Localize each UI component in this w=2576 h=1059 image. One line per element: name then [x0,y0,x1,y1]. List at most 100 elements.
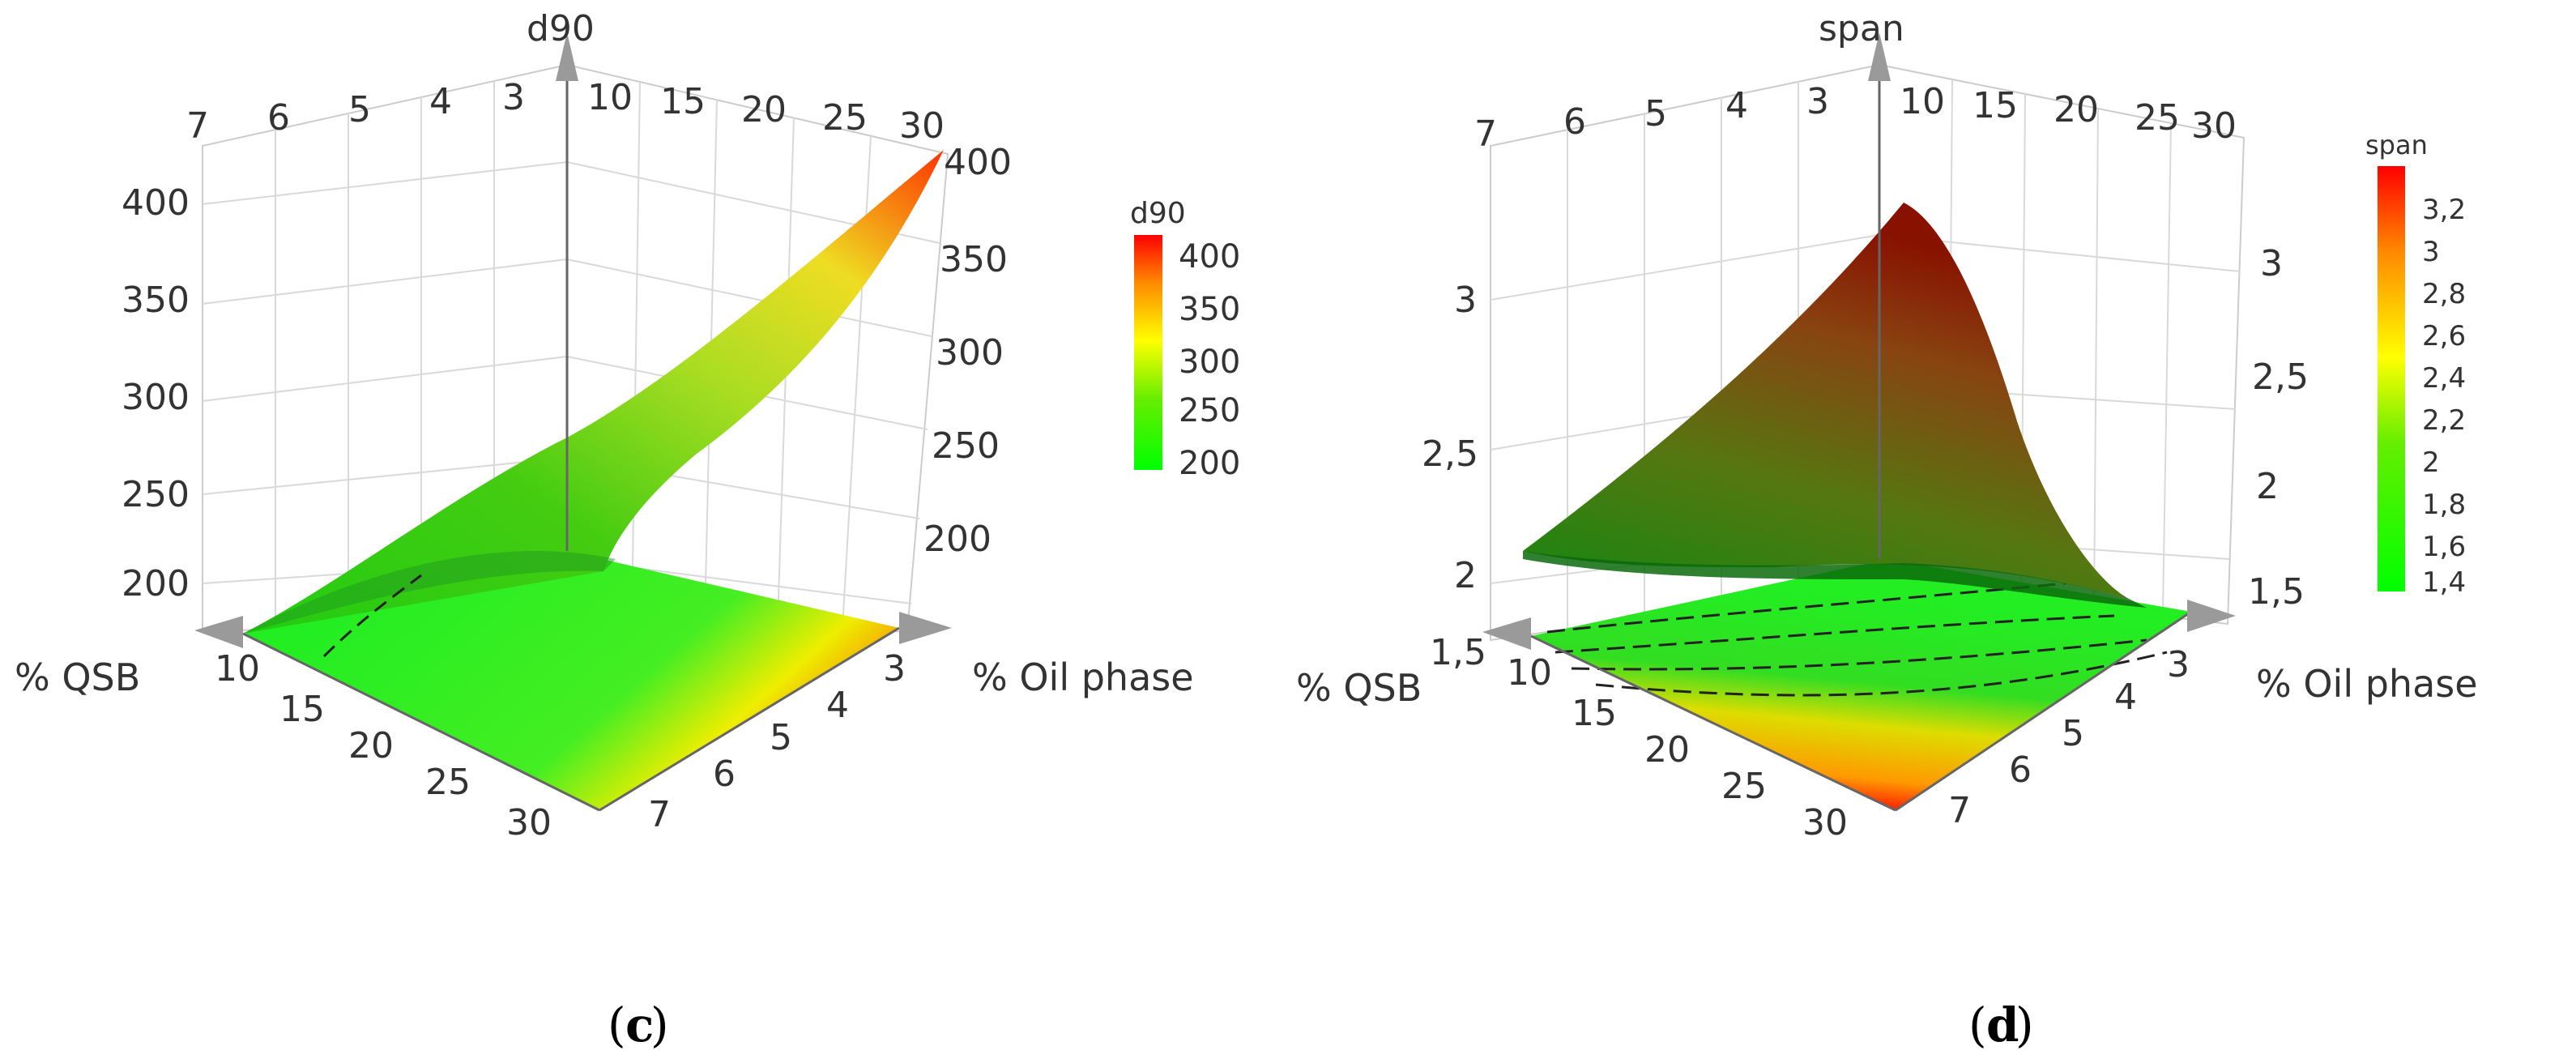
cone-arrow-icon [556,32,578,81]
caption-c: c [625,997,654,1053]
z-tick-right-d: 2 [2256,466,2279,507]
floor-projection-d [1531,559,2191,810]
z-tick-right-c: 300 [936,332,1004,374]
z-tick-left-c: 350 [122,280,190,321]
top-tick-right-c: 30 [899,105,945,147]
legend-tick-d: 1,6 [2422,531,2466,563]
axis-edges-d [1530,65,2192,812]
caption-d-open: ( [1968,997,1987,1053]
y-axis-label-d: % Oil phase [2256,662,2478,706]
y-tick-c: 7 [648,794,671,835]
surface-shadow-c [243,551,616,634]
top-tick-left-d: 4 [1725,85,1748,126]
y-tick-d: 6 [2009,749,2032,791]
z-tick-left-d: 2,5 [1422,433,1478,475]
y-tick-c: 5 [770,717,792,758]
legend-tick-c: 350 [1179,291,1240,328]
cone-arrow-icon [2187,600,2236,632]
top-tick-right-d: 25 [2135,97,2180,139]
x-tick-d: 15 [1572,693,1617,734]
caption-c-open: ( [608,997,626,1053]
z-axis-title-c: d90 [527,8,595,49]
x-axis-label-d: % QSB [1296,666,1422,710]
legend-title-d: span [2365,130,2428,160]
top-tick-left-c: 3 [502,77,525,118]
z-tick-right-d: 1,5 [2248,571,2305,613]
legend-colorbar-c [1134,235,1162,470]
legend-tick-c: 300 [1179,344,1240,381]
y-tick-c: 4 [826,685,849,726]
x-tick-d: 10 [1507,652,1552,694]
legend-colorbar-d [2378,166,2405,591]
axis-edges-c [242,65,900,812]
top-tick-right-d: 10 [1900,81,1945,122]
legend-c: d90 400 350 300 250 200 [1130,197,1240,482]
top-tick-right-c: 15 [660,81,706,122]
x-tick-c: 15 [279,689,325,730]
y-tick-d: 7 [1948,790,1971,831]
z-tick-left-d: 3 [1454,280,1477,321]
z-tick-left-d: 1,5 [1430,632,1486,673]
legend-tick-c: 200 [1179,445,1240,482]
top-tick-right-d: 15 [1973,85,2018,126]
top-tick-right-d: 20 [2054,89,2099,130]
chart-d-svg: span % QSB % Oil phase 7 6 5 4 3 10 15 2… [1296,8,2478,1053]
legend-tick-c: 250 [1179,392,1240,429]
legend-tick-d: 3,2 [2422,194,2466,226]
caption-c-close: ) [650,997,669,1053]
z-tick-right-c: 250 [932,425,1000,467]
z-tick-left-c: 250 [122,474,190,515]
cone-arrow-icon [194,616,243,648]
y-tick-c: 6 [713,754,736,795]
y-axis-label-c: % Oil phase [972,655,1194,699]
x-tick-c: 10 [215,648,260,690]
x-tick-c: 30 [506,802,552,843]
legend-tick-d: 2,8 [2422,278,2466,310]
cone-arrow-icon [1482,617,1531,650]
y-tick-d: 5 [2062,713,2084,754]
top-tick-left-d: 7 [1474,113,1497,155]
legend-tick-d: 1,8 [2422,489,2466,521]
y-tick-d: 4 [2114,677,2137,718]
legend-tick-d: 2,6 [2422,320,2466,352]
x-tick-d: 20 [1644,729,1690,771]
z-tick-right-c: 350 [940,239,1008,280]
x-tick-d: 25 [1721,766,1767,807]
legend-tick-d: 2,2 [2422,404,2466,437]
x-tick-c: 25 [425,762,471,803]
legend-tick-d: 2 [2422,446,2440,479]
y-tick-d: 3 [2167,644,2190,685]
top-tick-right-c: 20 [741,89,787,130]
legend-tick-d: 2,4 [2422,362,2466,395]
z-tick-right-d: 2,5 [2252,357,2309,398]
legend-title-c: d90 [1130,197,1186,230]
top-tick-left-d: 3 [1806,81,1829,122]
caption-d: d [1986,997,2019,1053]
panel-d: span % QSB % Oil phase 7 6 5 4 3 10 15 2… [1288,0,2576,1059]
legend-tick-c: 400 [1179,238,1240,275]
z-tick-right-c: 200 [923,519,992,560]
response-surface-d [1523,203,2130,600]
z-tick-left-c: 200 [122,563,190,604]
z-tick-left-c: 300 [122,377,190,418]
top-tick-left-d: 5 [1644,93,1667,135]
top-tick-right-c: 10 [587,77,633,118]
legend-d: span 3,2 3 2,8 2,6 2,4 2,2 2 1,8 1,6 1,4 [2365,130,2466,599]
z-tick-right-c: 400 [944,142,1012,183]
floor-projection-c [243,551,899,810]
panel-c: d90 % QSB % Oil phase 7 6 5 4 3 10 15 20… [15,8,1240,1053]
chart-c-svg: d90 % QSB % Oil phase 7 6 5 4 3 10 15 20… [15,8,1240,1053]
top-tick-left-c: 6 [267,97,290,139]
z-tick-left-d: 2 [1454,555,1477,596]
legend-tick-d: 1,4 [2422,566,2466,599]
top-tick-left-c: 5 [348,89,371,130]
z-tick-left-c: 400 [122,182,190,224]
surface-edge-d [1523,551,2147,608]
top-tick-left-c: 4 [429,81,452,122]
cone-arrow-icon [899,612,952,644]
response-surface-c [243,150,944,634]
y-tick-c: 3 [883,648,906,690]
x-axis-label-c: % QSB [15,655,140,699]
top-tick-right-c: 25 [822,97,868,139]
cone-arrow-icon [1868,32,1891,81]
